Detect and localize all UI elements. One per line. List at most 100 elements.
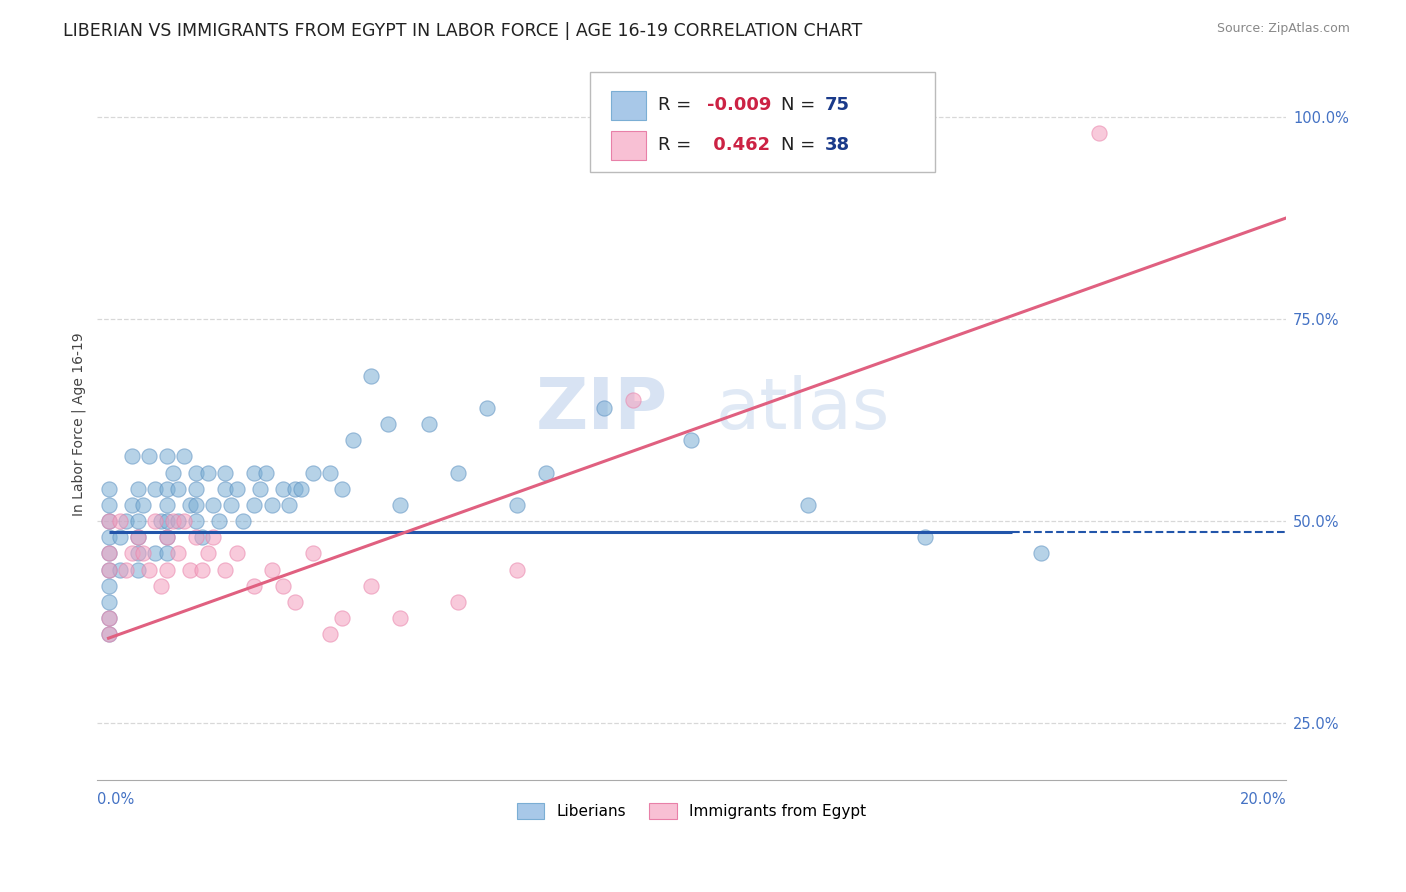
Point bbox=[143, 514, 166, 528]
Point bbox=[132, 498, 155, 512]
Point bbox=[162, 514, 184, 528]
Text: ZIP: ZIP bbox=[536, 376, 668, 444]
Point bbox=[202, 530, 225, 544]
Point bbox=[214, 466, 236, 480]
Point bbox=[115, 514, 138, 528]
Point bbox=[273, 579, 295, 593]
Point bbox=[330, 611, 353, 625]
Point bbox=[121, 546, 143, 560]
Point bbox=[143, 482, 166, 496]
Point bbox=[914, 530, 936, 544]
Point bbox=[342, 434, 364, 448]
Point bbox=[97, 611, 120, 625]
Point bbox=[184, 466, 207, 480]
Point bbox=[121, 450, 143, 464]
Point bbox=[243, 579, 266, 593]
Point bbox=[593, 401, 616, 415]
Point bbox=[184, 498, 207, 512]
Point bbox=[319, 466, 342, 480]
Point bbox=[1031, 546, 1053, 560]
Point bbox=[330, 482, 353, 496]
Point bbox=[477, 401, 499, 415]
Point bbox=[143, 546, 166, 560]
Point bbox=[97, 579, 120, 593]
Text: R =: R = bbox=[658, 96, 697, 114]
Point bbox=[156, 498, 179, 512]
Bar bbox=[610, 131, 647, 160]
Point bbox=[447, 466, 470, 480]
Text: 75: 75 bbox=[824, 96, 849, 114]
Text: 38: 38 bbox=[824, 136, 849, 154]
Point bbox=[797, 498, 820, 512]
Point bbox=[149, 514, 172, 528]
Point bbox=[97, 514, 120, 528]
Point bbox=[360, 368, 382, 383]
Point bbox=[108, 562, 131, 576]
Point bbox=[97, 546, 120, 560]
Point bbox=[284, 482, 307, 496]
Point bbox=[127, 546, 149, 560]
Text: N =: N = bbox=[780, 96, 821, 114]
Point bbox=[447, 595, 470, 609]
Point bbox=[301, 466, 323, 480]
Y-axis label: In Labor Force | Age 16-19: In Labor Force | Age 16-19 bbox=[72, 332, 86, 516]
Point bbox=[225, 546, 247, 560]
Point bbox=[97, 482, 120, 496]
Point bbox=[127, 482, 149, 496]
Point bbox=[179, 562, 201, 576]
Point bbox=[505, 562, 527, 576]
Point bbox=[167, 546, 190, 560]
Point bbox=[179, 498, 201, 512]
Point bbox=[505, 498, 527, 512]
Point bbox=[621, 392, 644, 407]
Point bbox=[243, 498, 266, 512]
Point bbox=[232, 514, 254, 528]
Text: 0.0%: 0.0% bbox=[97, 792, 134, 806]
Text: atlas: atlas bbox=[716, 376, 890, 444]
Point bbox=[97, 611, 120, 625]
Point bbox=[97, 627, 120, 641]
Point bbox=[243, 466, 266, 480]
Point bbox=[254, 466, 277, 480]
Point bbox=[156, 482, 179, 496]
Text: -0.009: -0.009 bbox=[707, 96, 772, 114]
Point bbox=[127, 562, 149, 576]
Text: 0.462: 0.462 bbox=[707, 136, 770, 154]
Point bbox=[260, 498, 283, 512]
Point bbox=[97, 530, 120, 544]
Point bbox=[273, 482, 295, 496]
Point bbox=[225, 482, 247, 496]
Point bbox=[214, 482, 236, 496]
Point bbox=[149, 579, 172, 593]
Text: Source: ZipAtlas.com: Source: ZipAtlas.com bbox=[1216, 22, 1350, 36]
Point bbox=[377, 417, 399, 431]
Text: 20.0%: 20.0% bbox=[1239, 792, 1286, 806]
Point bbox=[184, 514, 207, 528]
Point bbox=[388, 611, 411, 625]
Point bbox=[290, 482, 312, 496]
Text: LIBERIAN VS IMMIGRANTS FROM EGYPT IN LABOR FORCE | AGE 16-19 CORRELATION CHART: LIBERIAN VS IMMIGRANTS FROM EGYPT IN LAB… bbox=[63, 22, 862, 40]
Point bbox=[97, 514, 120, 528]
Point bbox=[121, 498, 143, 512]
Text: N =: N = bbox=[780, 136, 821, 154]
Point bbox=[108, 530, 131, 544]
Point bbox=[108, 514, 131, 528]
Point bbox=[156, 530, 179, 544]
Point bbox=[97, 498, 120, 512]
Point bbox=[284, 595, 307, 609]
Point bbox=[388, 498, 411, 512]
Point bbox=[319, 627, 342, 641]
Point bbox=[156, 546, 179, 560]
Point bbox=[184, 482, 207, 496]
Point bbox=[219, 498, 242, 512]
Point bbox=[167, 514, 190, 528]
Point bbox=[191, 562, 214, 576]
Point bbox=[681, 434, 703, 448]
Point bbox=[156, 450, 179, 464]
Point bbox=[191, 530, 214, 544]
Bar bbox=[610, 91, 647, 120]
Point bbox=[260, 562, 283, 576]
Point bbox=[97, 562, 120, 576]
Legend: Liberians, Immigrants from Egypt: Liberians, Immigrants from Egypt bbox=[510, 797, 872, 825]
Point bbox=[1088, 126, 1111, 140]
